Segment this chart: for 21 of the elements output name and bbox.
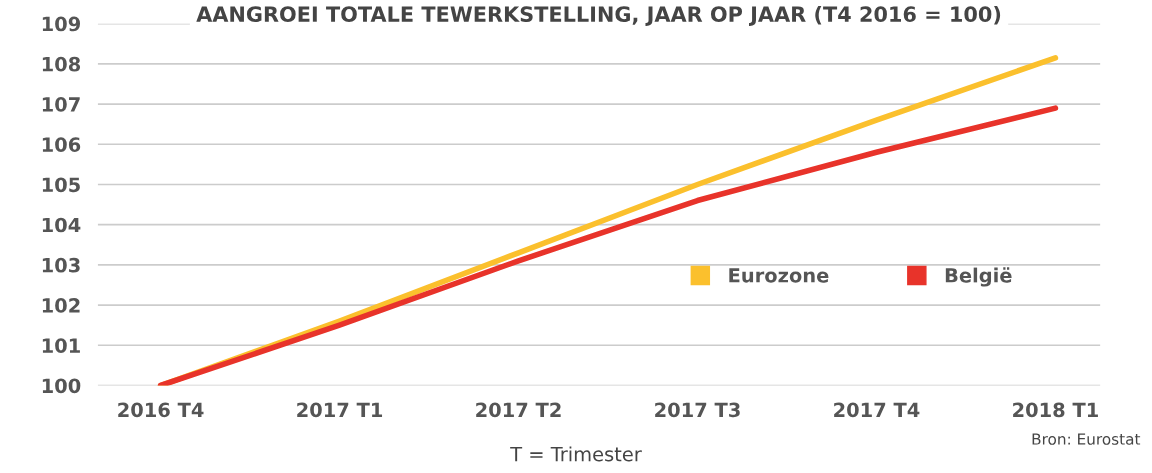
y-tick-label: 103 (42, 257, 80, 273)
y-tick-label: 104 (42, 217, 81, 233)
legend-label: Eurozone (729, 268, 829, 283)
y-tick-label: 102 (42, 298, 80, 313)
y-tick-label: 107 (42, 97, 80, 112)
legend-label: België (945, 267, 1012, 287)
y-tick-label: 109 (42, 16, 81, 32)
x-tick-label: 2017 T2 (476, 402, 561, 418)
x-tick-label: 2017 T1 (297, 402, 383, 418)
y-tick-label: 105 (42, 177, 80, 193)
chart-title: AANGROEI TOTALE TEWERKSTELLING, JAAR OP JAAR (T4 2016 = 100) (196, 5, 1001, 26)
x-tick-label: 2017 T3 (655, 402, 740, 418)
text: T = Trimester (510, 446, 642, 462)
text: Bron: Eurostat (1032, 433, 1141, 445)
x-tick-label: 2018 T1 (1013, 402, 1098, 418)
x-tick-label: 2017 T4 (834, 402, 920, 418)
y-tick-label: 108 (42, 56, 81, 72)
x-tick-label: 2016 T4 (118, 402, 204, 418)
y-tick-label: 106 (42, 137, 81, 152)
y-tick-label: 101 (42, 338, 80, 353)
y-tick-label: 100 (42, 378, 81, 394)
